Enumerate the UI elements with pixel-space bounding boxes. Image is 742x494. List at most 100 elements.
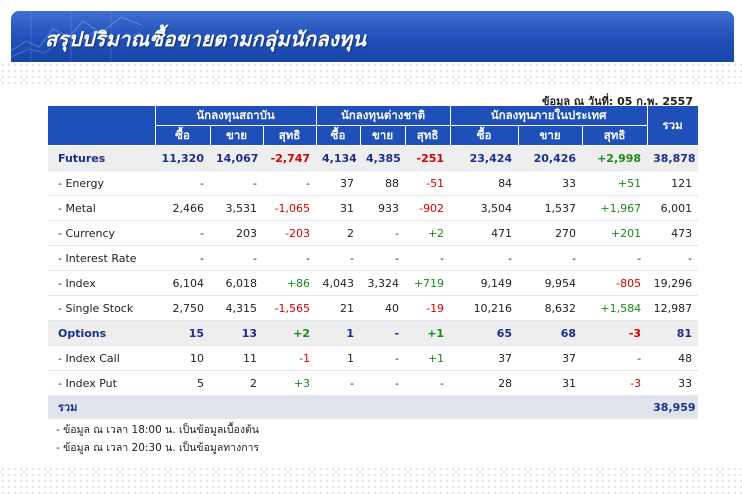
grand-total-value: 38,959 — [647, 395, 699, 419]
cell-buy: 5 — [155, 370, 210, 396]
header-blank — [48, 106, 156, 146]
page-banner: สรุปปริมาณซื้อขายตามกลุ่มนักลงทุน — [11, 11, 734, 62]
cell-sell: 68 — [518, 320, 583, 346]
cell-buy: - — [450, 245, 519, 271]
table-row: - Energy - - -37 88 -51 84 33 +51 121 — [48, 170, 699, 196]
cell-net: +201 — [582, 220, 648, 246]
table-row: - Single Stock 2,750 4,315 -1,565 21 40 -19 10,… — [48, 295, 699, 321]
cell-buy: 1 — [316, 345, 361, 371]
cell-sell: 4,385 — [360, 145, 406, 171]
cell-net: +51 — [582, 170, 648, 196]
cell-net: - — [582, 245, 648, 271]
cell-net: -1 — [263, 345, 317, 371]
cell-net: -251 — [405, 145, 451, 171]
cell-total: 33 — [647, 370, 699, 396]
cell-sell: 6,018 — [210, 270, 263, 296]
header-local: นักลงทุนภายในประเทศ — [450, 106, 648, 126]
cell-sell: - — [210, 245, 263, 271]
row-label: - Energy — [48, 170, 155, 196]
cell-sell: - — [210, 170, 263, 196]
cell-net: - — [405, 370, 451, 396]
table-row: - Index 6,104 6,018 +86 4,043 3,324 +719 9,149 9… — [48, 270, 699, 296]
cell-sell: - — [360, 245, 406, 271]
cell-buy: 15 — [155, 320, 210, 346]
row-label: Options — [48, 320, 155, 346]
cell-net: -1,565 — [263, 295, 317, 321]
cell-net: +1,967 — [582, 195, 648, 221]
cell-net: +1 — [405, 345, 451, 371]
cell-net: +719 — [405, 270, 451, 296]
cell-buy: - — [316, 245, 361, 271]
cell-net: +2,998 — [582, 145, 648, 171]
row-label: - Interest Rate — [48, 245, 155, 271]
header-sell: ขาย — [360, 125, 406, 146]
cell-buy: 84 — [450, 170, 519, 196]
cell-net: - — [582, 345, 648, 371]
cell-buy: 10,216 — [450, 295, 519, 321]
cell-sell: 37 — [518, 345, 583, 371]
cell-sell: - — [360, 370, 406, 396]
header-net: สุทธิ — [263, 125, 317, 146]
cell-sell: 1,537 — [518, 195, 583, 221]
cell-sell: 20,426 — [518, 145, 583, 171]
header-buy: ซื้อ — [450, 125, 519, 146]
cell-buy: 37 — [316, 170, 361, 196]
cell-net: -902 — [405, 195, 451, 221]
footnotes: - ข้อมูล ณ เวลา 18:00 น. เป็นข้อมูลเบื้อ… — [56, 421, 259, 457]
cell-sell: - — [518, 245, 583, 271]
cell-net: -51 — [405, 170, 451, 196]
page-title: สรุปปริมาณซื้อขายตามกลุ่มนักลงทุน — [45, 27, 367, 51]
cell-sell: 3,324 — [360, 270, 406, 296]
cell-sell: - — [360, 220, 406, 246]
header-total: รวม — [647, 106, 699, 146]
row-label: - Index Call — [48, 345, 155, 371]
cell-net: -2,747 — [263, 145, 317, 171]
header-sub-row: ซื้อ ขาย สุทธิ ซื้อ ขาย สุทธิ ซื้อ ขาย ส… — [48, 125, 698, 146]
cell-sell: 2 — [210, 370, 263, 396]
table-row: - Currency -203 -203 2- +2 471 270 +201 473 — [48, 220, 699, 246]
cell-buy: 37 — [450, 345, 519, 371]
cell-sell: - — [360, 320, 406, 346]
cell-buy: 23,424 — [450, 145, 519, 171]
cell-sell: 14,067 — [210, 145, 263, 171]
cell-net: +2 — [263, 320, 317, 346]
cell-net: -3 — [582, 370, 648, 396]
cell-sell: 8,632 — [518, 295, 583, 321]
cell-total: 38,878 — [647, 145, 699, 171]
cell-buy: 11,320 — [155, 145, 210, 171]
cell-net: +2 — [405, 220, 451, 246]
header-sell: ขาย — [518, 125, 583, 146]
cell-buy: 65 — [450, 320, 519, 346]
cell-net: +1,584 — [582, 295, 648, 321]
row-label: Futures — [48, 145, 155, 171]
cell-net: -1,065 — [263, 195, 317, 221]
cell-net: +86 — [263, 270, 317, 296]
cell-total: 19,296 — [647, 270, 699, 296]
cell-net: -19 — [405, 295, 451, 321]
cell-total: 81 — [647, 320, 699, 346]
header-net: สุทธิ — [405, 125, 451, 146]
cell-buy: 4,043 — [316, 270, 361, 296]
header-foreign: นักลงทุนต่างชาติ — [316, 106, 451, 126]
cell-buy: 471 — [450, 220, 519, 246]
cell-buy: 21 — [316, 295, 361, 321]
cell-sell: 40 — [360, 295, 406, 321]
cell-sell: 3,531 — [210, 195, 263, 221]
cell-buy: 9,149 — [450, 270, 519, 296]
dotted-background-bottom — [0, 466, 742, 494]
row-label: - Single Stock — [48, 295, 155, 321]
row-label: - Index Put — [48, 370, 155, 396]
table-row: - Index Call 10 11 -1 1- +1 37 37-48 — [48, 345, 699, 371]
cell-sell: 31 — [518, 370, 583, 396]
cell-buy: 3,504 — [450, 195, 519, 221]
cell-sell: 4,315 — [210, 295, 263, 321]
cell-buy: 4,134 — [316, 145, 361, 171]
cell-net: -3 — [582, 320, 648, 346]
cell-total: - — [647, 245, 699, 271]
cell-total: 6,001 — [647, 195, 699, 221]
cell-buy: - — [155, 220, 210, 246]
cell-buy: 2,466 — [155, 195, 210, 221]
as-of-date: ข้อมูล ณ วันที่: 05 ก.พ. 2557 — [541, 95, 693, 108]
cell-buy: 2 — [316, 220, 361, 246]
cell-buy: 28 — [450, 370, 519, 396]
